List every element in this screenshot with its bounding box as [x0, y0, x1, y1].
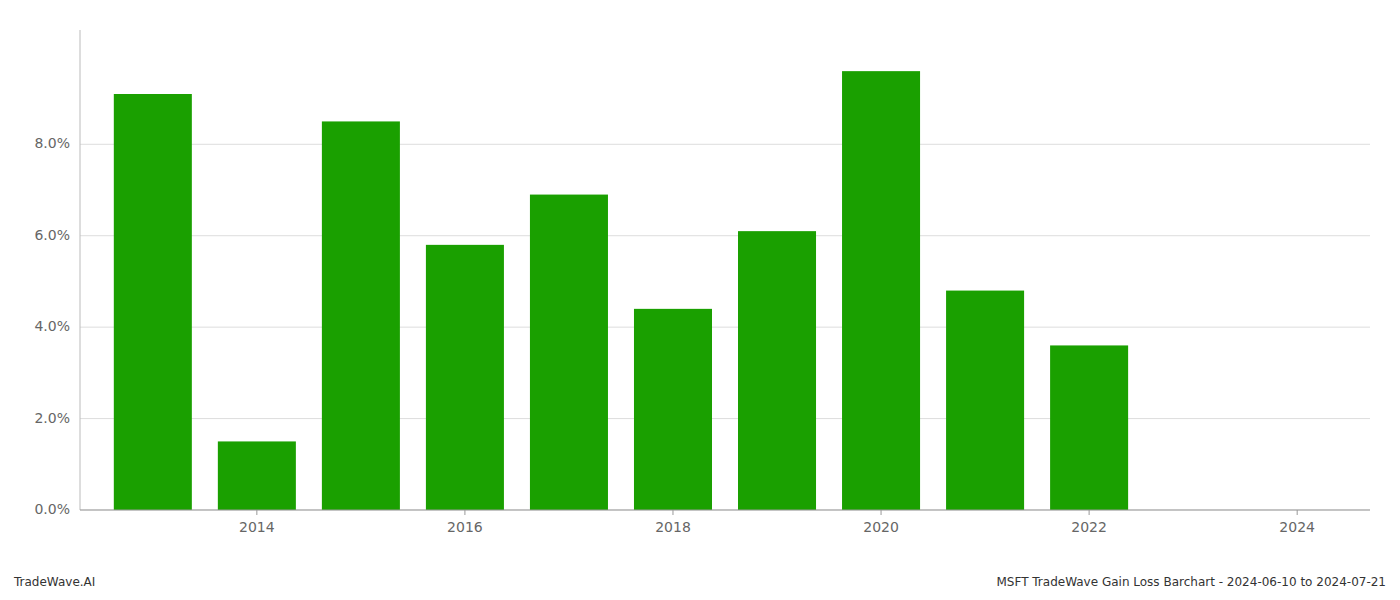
bar: [322, 121, 400, 510]
x-tick-label: 2018: [655, 519, 691, 535]
x-axis-line: [80, 510, 1370, 511]
bar: [114, 94, 192, 510]
bar: [1050, 345, 1128, 510]
bar: [218, 441, 296, 510]
grid-line: [80, 144, 1370, 145]
y-tick-label: 8.0%: [34, 135, 70, 151]
x-tick-label: 2016: [447, 519, 483, 535]
footer-right: MSFT TradeWave Gain Loss Barchart - 2024…: [996, 575, 1386, 589]
x-ticks: 2014 2016 2018 2020 2022 2024: [239, 510, 1315, 535]
chart: 0.0% 2.0% 4.0% 6.0% 8.0% 2014 2016 2018 2020 2022…: [0, 0, 1400, 600]
x-tick-label: 2022: [1071, 519, 1107, 535]
y-grid: [80, 144, 1370, 510]
grid-line: [80, 235, 1370, 236]
x-tick: [256, 510, 257, 515]
bar: [634, 309, 712, 510]
bar: [842, 71, 920, 510]
grid-line: [80, 510, 1370, 511]
bar: [738, 231, 816, 510]
chart-container: 0.0% 2.0% 4.0% 6.0% 8.0% 2014 2016 2018 2020 2022…: [0, 0, 1400, 600]
x-tick: [672, 510, 673, 515]
x-tick-label: 2014: [239, 519, 275, 535]
footer-left: TradeWave.AI: [13, 575, 95, 589]
y-axis-line: [80, 30, 81, 510]
x-tick: [464, 510, 465, 515]
y-tick-label: 4.0%: [34, 318, 70, 334]
x-tick: [1089, 510, 1090, 515]
grid-line: [80, 418, 1370, 419]
y-tick-labels: 0.0% 2.0% 4.0% 6.0% 8.0%: [34, 135, 70, 517]
bars: [114, 71, 1128, 510]
y-tick-label: 0.0%: [34, 501, 70, 517]
bar: [426, 245, 504, 510]
background: [0, 0, 1400, 600]
grid-line: [80, 327, 1370, 328]
x-tick: [881, 510, 882, 515]
x-tick: [1297, 510, 1298, 515]
bar: [946, 291, 1024, 510]
y-tick-label: 2.0%: [34, 410, 70, 426]
x-tick-label: 2024: [1279, 519, 1315, 535]
bar: [530, 195, 608, 510]
y-tick-label: 6.0%: [34, 227, 70, 243]
x-tick-label: 2020: [863, 519, 899, 535]
